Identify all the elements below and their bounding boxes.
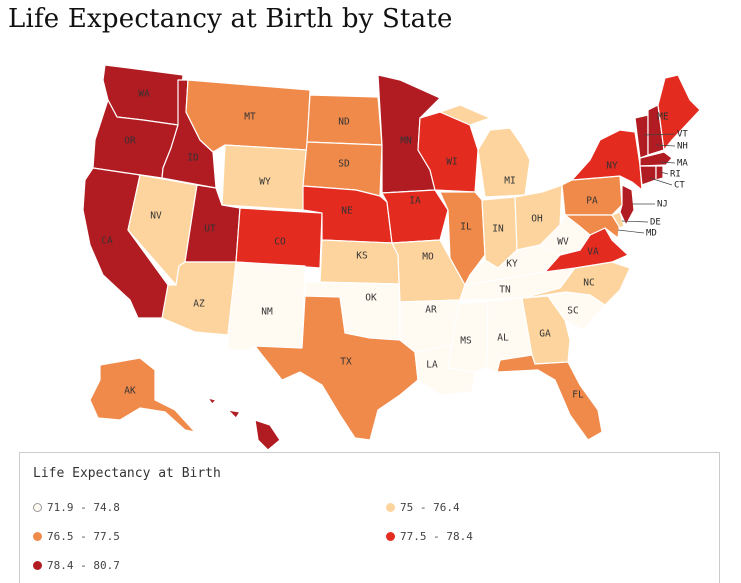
leader-de bbox=[621, 220, 649, 223]
label-ri: RI bbox=[670, 170, 681, 180]
label-nd: ND bbox=[338, 117, 350, 128]
label-or: OR bbox=[124, 136, 136, 147]
label-fl: FL bbox=[572, 390, 584, 401]
legend-title: Life Expectancy at Birth bbox=[33, 466, 221, 481]
label-la: LA bbox=[426, 360, 438, 371]
state-co[interactable] bbox=[235, 207, 323, 269]
legend-item-5: 78.4 - 80.7 bbox=[33, 559, 120, 572]
label-il: IL bbox=[460, 222, 472, 233]
label-nv: NV bbox=[150, 211, 162, 222]
label-sc: SC bbox=[567, 306, 578, 317]
leader-vt bbox=[643, 133, 676, 136]
legend-label: 76.5 - 77.5 bbox=[47, 530, 120, 543]
label-ny: NY bbox=[606, 161, 618, 172]
legend-swatch bbox=[33, 532, 42, 541]
state-fl[interactable] bbox=[496, 354, 603, 441]
label-wa: WA bbox=[138, 89, 150, 100]
legend-label: 77.5 - 78.4 bbox=[400, 530, 473, 543]
state-tx[interactable] bbox=[254, 295, 419, 441]
label-mt: MT bbox=[244, 112, 256, 123]
state-ak[interactable] bbox=[89, 357, 196, 433]
legend-swatch bbox=[386, 503, 395, 512]
label-tn: TN bbox=[499, 285, 511, 296]
state-mi[interactable] bbox=[439, 104, 531, 198]
label-ar: AR bbox=[425, 305, 437, 316]
label-ms: MS bbox=[460, 336, 472, 347]
legend-item-1: 71.9 - 74.8 bbox=[33, 501, 120, 514]
label-me: ME bbox=[657, 112, 669, 123]
state-nm[interactable] bbox=[227, 261, 306, 351]
label-nc: NC bbox=[583, 278, 594, 289]
legend-label: 78.4 - 80.7 bbox=[47, 559, 120, 572]
leader-ma bbox=[659, 161, 676, 164]
label-ca: CA bbox=[101, 236, 113, 247]
label-de: DE bbox=[650, 218, 661, 228]
label-wi: WI bbox=[446, 157, 457, 168]
label-mo: MO bbox=[422, 252, 434, 263]
label-wv: WV bbox=[557, 237, 569, 248]
state-hi[interactable] bbox=[207, 397, 281, 451]
label-tx: TX bbox=[340, 357, 352, 368]
label-oh: OH bbox=[531, 214, 543, 225]
legend-item-2: 75 - 76.4 bbox=[386, 501, 460, 514]
label-ks: KS bbox=[356, 251, 368, 262]
legend-item-4: 77.5 - 78.4 bbox=[386, 530, 473, 543]
legend-label: 75 - 76.4 bbox=[400, 501, 460, 514]
label-mi: MI bbox=[504, 176, 515, 187]
label-in: IN bbox=[492, 224, 504, 235]
label-wy: WY bbox=[259, 177, 271, 188]
label-md: MD bbox=[646, 229, 657, 239]
state-ks[interactable] bbox=[319, 239, 400, 285]
label-ky: KY bbox=[506, 259, 518, 270]
legend-item-3: 76.5 - 77.5 bbox=[33, 530, 120, 543]
label-ut: UT bbox=[204, 224, 216, 235]
legend-swatch bbox=[33, 561, 42, 570]
map-title: Life Expectancy at Birth by State bbox=[8, 4, 453, 34]
label-id: ID bbox=[187, 153, 199, 164]
legend-swatch bbox=[386, 532, 395, 541]
state-ri[interactable] bbox=[655, 165, 664, 181]
label-az: AZ bbox=[193, 299, 205, 310]
label-ak: AK bbox=[124, 386, 136, 397]
label-al: AL bbox=[497, 333, 509, 344]
legend: Life Expectancy at Birth 71.9 - 74.8 75 … bbox=[19, 452, 720, 583]
label-pa: PA bbox=[586, 196, 598, 207]
label-sd: SD bbox=[338, 159, 350, 170]
label-mn: MN bbox=[400, 136, 412, 147]
legend-label: 71.9 - 74.8 bbox=[47, 501, 120, 514]
state-ct[interactable] bbox=[639, 165, 657, 186]
legend-swatch bbox=[33, 503, 42, 512]
label-ok: OK bbox=[365, 293, 377, 304]
label-ct: CT bbox=[674, 181, 685, 191]
label-nj: NJ bbox=[657, 200, 668, 210]
label-ne: NE bbox=[341, 206, 353, 217]
label-nh: NH bbox=[677, 142, 688, 152]
label-ga: GA bbox=[539, 329, 551, 340]
state-ny[interactable] bbox=[571, 129, 643, 191]
label-ma: MA bbox=[677, 159, 688, 169]
label-vt: VT bbox=[677, 130, 688, 140]
choropleth-map: WA OR CA ID NV MT WY UT AZ CO NM ND SD N… bbox=[82, 64, 701, 451]
label-ia: IA bbox=[409, 196, 421, 207]
leader-ct bbox=[649, 177, 673, 186]
label-va: VA bbox=[587, 247, 599, 258]
leader-md bbox=[617, 229, 645, 234]
state-de[interactable] bbox=[611, 211, 625, 229]
leader-nh bbox=[655, 144, 676, 147]
label-co: CO bbox=[274, 237, 286, 248]
leader-ri bbox=[659, 171, 669, 175]
state-nj[interactable] bbox=[619, 184, 635, 226]
label-nm: NM bbox=[261, 307, 273, 318]
state-me[interactable] bbox=[657, 74, 701, 151]
